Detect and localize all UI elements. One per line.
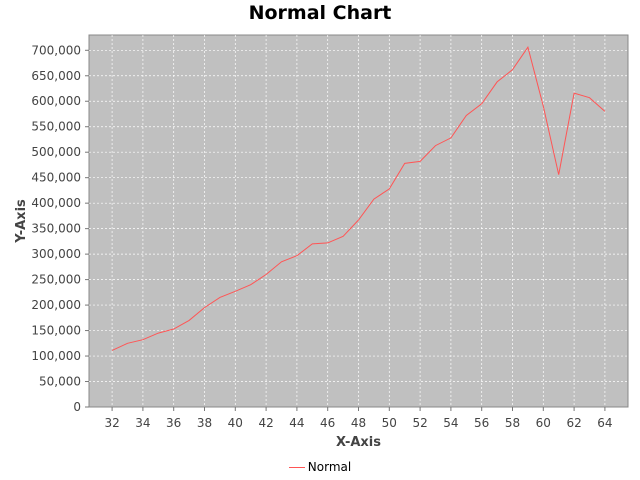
x-tick-label: 60 — [536, 416, 551, 430]
y-tick-label: 400,000 — [31, 196, 81, 210]
chart-title: Normal Chart — [248, 2, 392, 24]
x-tick-label: 54 — [443, 416, 458, 430]
x-tick-label: 38 — [197, 416, 212, 430]
x-tick-label: 52 — [412, 416, 427, 430]
x-tick-label: 44 — [289, 416, 304, 430]
x-tick-label: 32 — [104, 416, 119, 430]
x-tick-label: 42 — [258, 416, 273, 430]
y-tick-label: 100,000 — [31, 349, 81, 363]
legend-label-normal: Normal — [307, 460, 352, 474]
y-tick-label: 650,000 — [31, 69, 81, 83]
y-tick-label: 500,000 — [31, 145, 81, 159]
y-tick-label: 50,000 — [39, 375, 81, 389]
legend-swatch-normal — [288, 467, 305, 468]
y-tick-label: 0 — [73, 400, 81, 414]
y-tick-label: 550,000 — [31, 120, 81, 134]
y-tick-label: 600,000 — [31, 94, 81, 108]
legend: Normal — [0, 460, 640, 474]
x-tick-label: 62 — [566, 416, 581, 430]
y-tick-label: 250,000 — [31, 273, 81, 287]
x-tick-label: 40 — [228, 416, 243, 430]
y-tick-label: 450,000 — [31, 171, 81, 185]
axis-ticks: 0 50,000 100,000 150,000 200,000 250,000 300,0… — [31, 43, 612, 430]
series-layer — [111, 46, 606, 351]
y-axis-title: Y-Axis — [14, 199, 29, 244]
x-tick-label: 58 — [505, 416, 520, 430]
x-tick-label: 50 — [382, 416, 397, 430]
x-tick-label: 56 — [474, 416, 489, 430]
x-tick-label: 64 — [597, 416, 612, 430]
series-line-normal — [111, 46, 606, 351]
x-axis-title: X-Axis — [336, 435, 381, 450]
x-tick-label: 48 — [351, 416, 366, 430]
y-tick-label: 200,000 — [31, 298, 81, 312]
y-tick-label: 350,000 — [31, 222, 81, 236]
y-tick-label: 150,000 — [31, 324, 81, 338]
x-tick-label: 46 — [320, 416, 335, 430]
grid-lines — [89, 35, 628, 407]
x-tick-label: 34 — [135, 416, 150, 430]
y-tick-label: 300,000 — [31, 247, 81, 261]
y-tick-label: 700,000 — [31, 43, 81, 57]
x-tick-label: 36 — [166, 416, 181, 430]
